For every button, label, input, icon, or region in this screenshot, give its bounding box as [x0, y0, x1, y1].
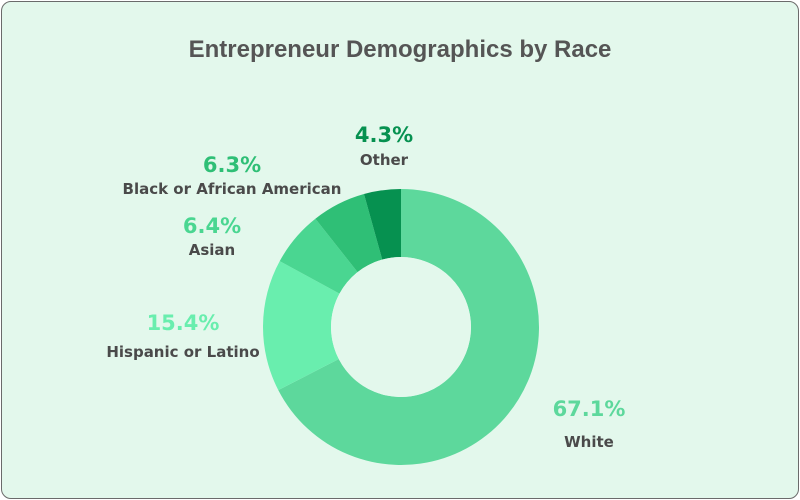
- slices-group: [262, 189, 539, 465]
- category-label-other: Other: [360, 151, 409, 169]
- percent-label-white: 67.1%: [553, 397, 626, 421]
- percent-label-asian: 6.4%: [183, 214, 241, 238]
- slice-other: [363, 189, 401, 260]
- percent-label-black-or-african-american: 6.3%: [203, 153, 261, 177]
- category-label-asian: Asian: [189, 241, 235, 259]
- percent-label-hispanic-or-latino: 15.4%: [147, 311, 220, 335]
- category-label-hispanic-or-latino: Hispanic or Latino: [106, 343, 259, 361]
- percent-label-other: 4.3%: [355, 123, 413, 147]
- slice-black-or-african-american: [315, 194, 383, 273]
- category-label-black-or-african-american: Black or African American: [123, 180, 342, 198]
- chart-title: Entrepreneur Demographics by Race: [189, 36, 612, 63]
- labels-group: 67.1% White 15.4% Hispanic or Latino 6.4% Asi…: [106, 123, 625, 451]
- slice-asian: [279, 218, 358, 294]
- slice-hispanic-or-latino: [262, 261, 340, 391]
- category-label-white: White: [564, 433, 614, 451]
- slice-white: [278, 189, 539, 465]
- donut-hole: [331, 257, 471, 397]
